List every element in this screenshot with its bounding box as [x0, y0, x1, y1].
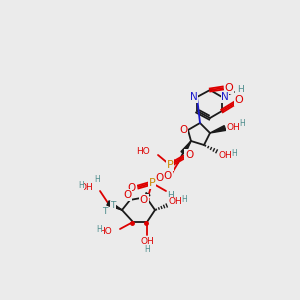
Text: H: H	[96, 226, 102, 235]
Text: O: O	[128, 183, 136, 193]
Text: H: H	[168, 190, 174, 200]
Polygon shape	[210, 126, 226, 133]
Text: OH: OH	[140, 238, 154, 247]
Text: OH: OH	[79, 182, 93, 191]
Text: H: H	[239, 118, 245, 127]
Text: HO: HO	[98, 227, 112, 236]
Text: O: O	[164, 171, 172, 181]
Text: T: T	[102, 206, 108, 215]
Text: O: O	[185, 150, 193, 160]
Text: H: H	[231, 148, 237, 158]
Text: H: H	[144, 244, 150, 253]
Polygon shape	[146, 193, 150, 197]
Polygon shape	[107, 201, 122, 210]
Text: HO: HO	[136, 148, 150, 157]
Polygon shape	[181, 141, 191, 154]
Text: OH: OH	[226, 122, 240, 131]
Text: H: H	[181, 196, 187, 205]
Text: H: H	[78, 182, 84, 190]
Text: O: O	[140, 195, 148, 205]
Text: O: O	[225, 83, 233, 93]
Text: P: P	[148, 178, 155, 188]
Text: O: O	[179, 125, 187, 135]
Text: OH: OH	[218, 151, 232, 160]
Text: O: O	[123, 190, 131, 200]
Text: OH: OH	[168, 197, 182, 206]
Text: N: N	[221, 92, 229, 102]
Text: H: H	[94, 176, 100, 184]
Text: N: N	[190, 92, 198, 102]
Text: O: O	[235, 95, 243, 105]
Text: P: P	[167, 160, 173, 170]
Text: H: H	[237, 85, 243, 94]
Text: O: O	[155, 173, 163, 183]
Text: T: T	[110, 202, 116, 211]
